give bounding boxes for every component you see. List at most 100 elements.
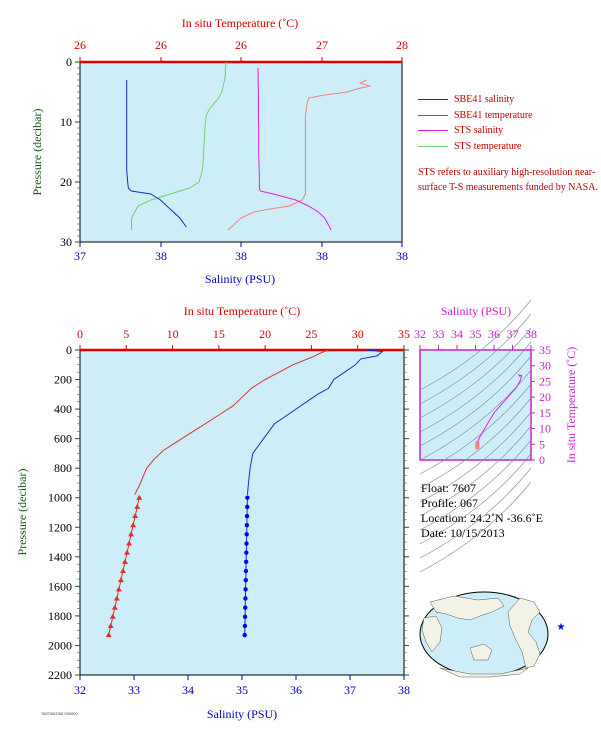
x-tick-label: 38 <box>396 249 408 263</box>
x-tick-label: 38 <box>235 249 247 263</box>
full-profile-plot-area <box>79 349 405 676</box>
density-contour <box>419 397 532 489</box>
density-contour <box>419 341 532 433</box>
x-tick-label: 37 <box>344 683 356 697</box>
y-tick-label: 1400 <box>48 550 72 564</box>
y-tick-label: 800 <box>54 461 72 475</box>
y-tick-label: 2000 <box>48 638 72 652</box>
x-tick-label: 32 <box>74 683 86 697</box>
temperature-point <box>130 522 137 528</box>
near-surface-plot-area <box>79 61 403 243</box>
y-tick-label: 1000 <box>48 491 72 505</box>
salinity-point <box>242 614 248 619</box>
x-top-tick-label: 25 <box>305 327 317 341</box>
ts-x-tick-label: 34 <box>451 327 463 341</box>
temperature-point <box>132 513 139 519</box>
ts-x-tick-label: 36 <box>488 327 500 341</box>
y-tick-label: 10 <box>60 115 72 129</box>
footer-code: 7607/067/00 000000 <box>41 711 78 716</box>
salinity-point <box>244 513 250 519</box>
density-contour <box>419 425 532 517</box>
y-tick-label: 2200 <box>48 668 72 682</box>
salinity-line <box>246 349 384 495</box>
x-top-tick-label: 28 <box>396 38 408 52</box>
x-top-tick-label: 5 <box>123 327 129 341</box>
salinity-point <box>242 632 247 638</box>
x-tick-label: 38 <box>316 249 328 263</box>
ts-x-tick-label: 33 <box>433 327 445 341</box>
temperature-line <box>134 349 329 496</box>
temperature-point <box>107 622 114 628</box>
temperature-point <box>119 568 126 573</box>
salinity-point <box>243 587 248 592</box>
salinity-point <box>244 550 249 555</box>
y-tick-label: 0 <box>66 55 72 69</box>
density-contour <box>419 327 532 419</box>
y-tick-label: 20 <box>60 175 72 189</box>
series-line <box>126 80 187 228</box>
legend-label: SBE41 salinity <box>454 94 515 105</box>
float-location-star: ★ <box>557 622 566 633</box>
ts-y-tick-label: 35 <box>539 343 551 357</box>
y-tick-label: 200 <box>54 373 72 387</box>
density-contour <box>419 299 532 391</box>
legend-swatch <box>418 114 448 116</box>
x-top-tick-label: 15 <box>213 327 225 341</box>
map-continent-antarctica <box>439 667 529 678</box>
y-tick-label: 1600 <box>48 579 72 593</box>
temperature-point <box>115 586 122 592</box>
ts-plot-title: Salinity (PSU) <box>441 304 511 318</box>
salinity-point <box>245 504 250 510</box>
top-plot-title: In situ Temperature (˚C) <box>182 16 299 30</box>
salinity-point <box>243 596 248 601</box>
top-plot-ylabel: Pressure (decibar) <box>30 109 44 196</box>
legend-item-sbe-temperature: SBE41 temperature <box>418 108 533 124</box>
x-top-tick-label: 30 <box>352 327 364 341</box>
float-info: Float: 7607 Profile: 067 Location: 24.2˚… <box>421 481 543 541</box>
density-contour <box>419 355 532 447</box>
x-tick-label: 35 <box>236 683 248 697</box>
y-tick-label: 1800 <box>48 609 72 623</box>
temperature-point <box>121 558 128 564</box>
ts-y-tick-label: 30 <box>539 359 551 373</box>
temperature-point <box>126 540 133 546</box>
date: Date: 10/15/2013 <box>421 526 505 540</box>
x-top-tick-label: 10 <box>167 327 179 341</box>
y-tick-label: 0 <box>66 343 72 357</box>
ts-arrow <box>517 374 522 378</box>
legend-label: SBE41 temperature <box>454 109 533 121</box>
salinity-point <box>244 523 250 528</box>
x-top-tick-label: 27 <box>316 38 328 52</box>
float-number: Float: 7607 <box>421 481 477 495</box>
temperature-point <box>113 595 120 601</box>
ts-point <box>475 440 480 445</box>
temperature-point <box>136 494 143 500</box>
x-tick-label: 38 <box>398 683 410 697</box>
x-top-tick-label: 26 <box>74 38 86 52</box>
profile-number: Profile: 067 <box>421 496 478 510</box>
ts-x-tick-label: 38 <box>525 327 537 341</box>
y-tick-label: 30 <box>60 235 72 249</box>
ts-y-tick-label: 15 <box>539 406 551 420</box>
x-tick-label: 38 <box>155 249 167 263</box>
ts-plot-ylabel: In situ Temperature (˚C) <box>564 347 578 464</box>
temperature-point <box>117 577 124 583</box>
x-tick-label: 36 <box>290 683 302 697</box>
world-map-inset: ★ <box>419 591 566 678</box>
temperature-deep-line <box>108 497 140 636</box>
salinity-point <box>243 577 248 583</box>
y-tick-label: 400 <box>54 402 72 416</box>
ts-x-tick-label: 32 <box>414 327 426 341</box>
series-line <box>227 79 372 231</box>
map-continent-africa <box>421 615 443 653</box>
legend-item-sbe-salinity: SBE41 salinity <box>418 92 533 108</box>
temperature-point <box>105 632 112 638</box>
salinity-point <box>242 623 248 629</box>
ts-y-tick-label: 10 <box>539 422 551 436</box>
x-top-tick-label: 26 <box>155 38 167 52</box>
ts-diagram: Salinity (PSU) In situ Temperature (˚C) … <box>414 299 578 573</box>
map-continent-australia <box>469 643 493 661</box>
y-tick-label: 600 <box>54 432 72 446</box>
legend-swatch <box>418 99 448 101</box>
